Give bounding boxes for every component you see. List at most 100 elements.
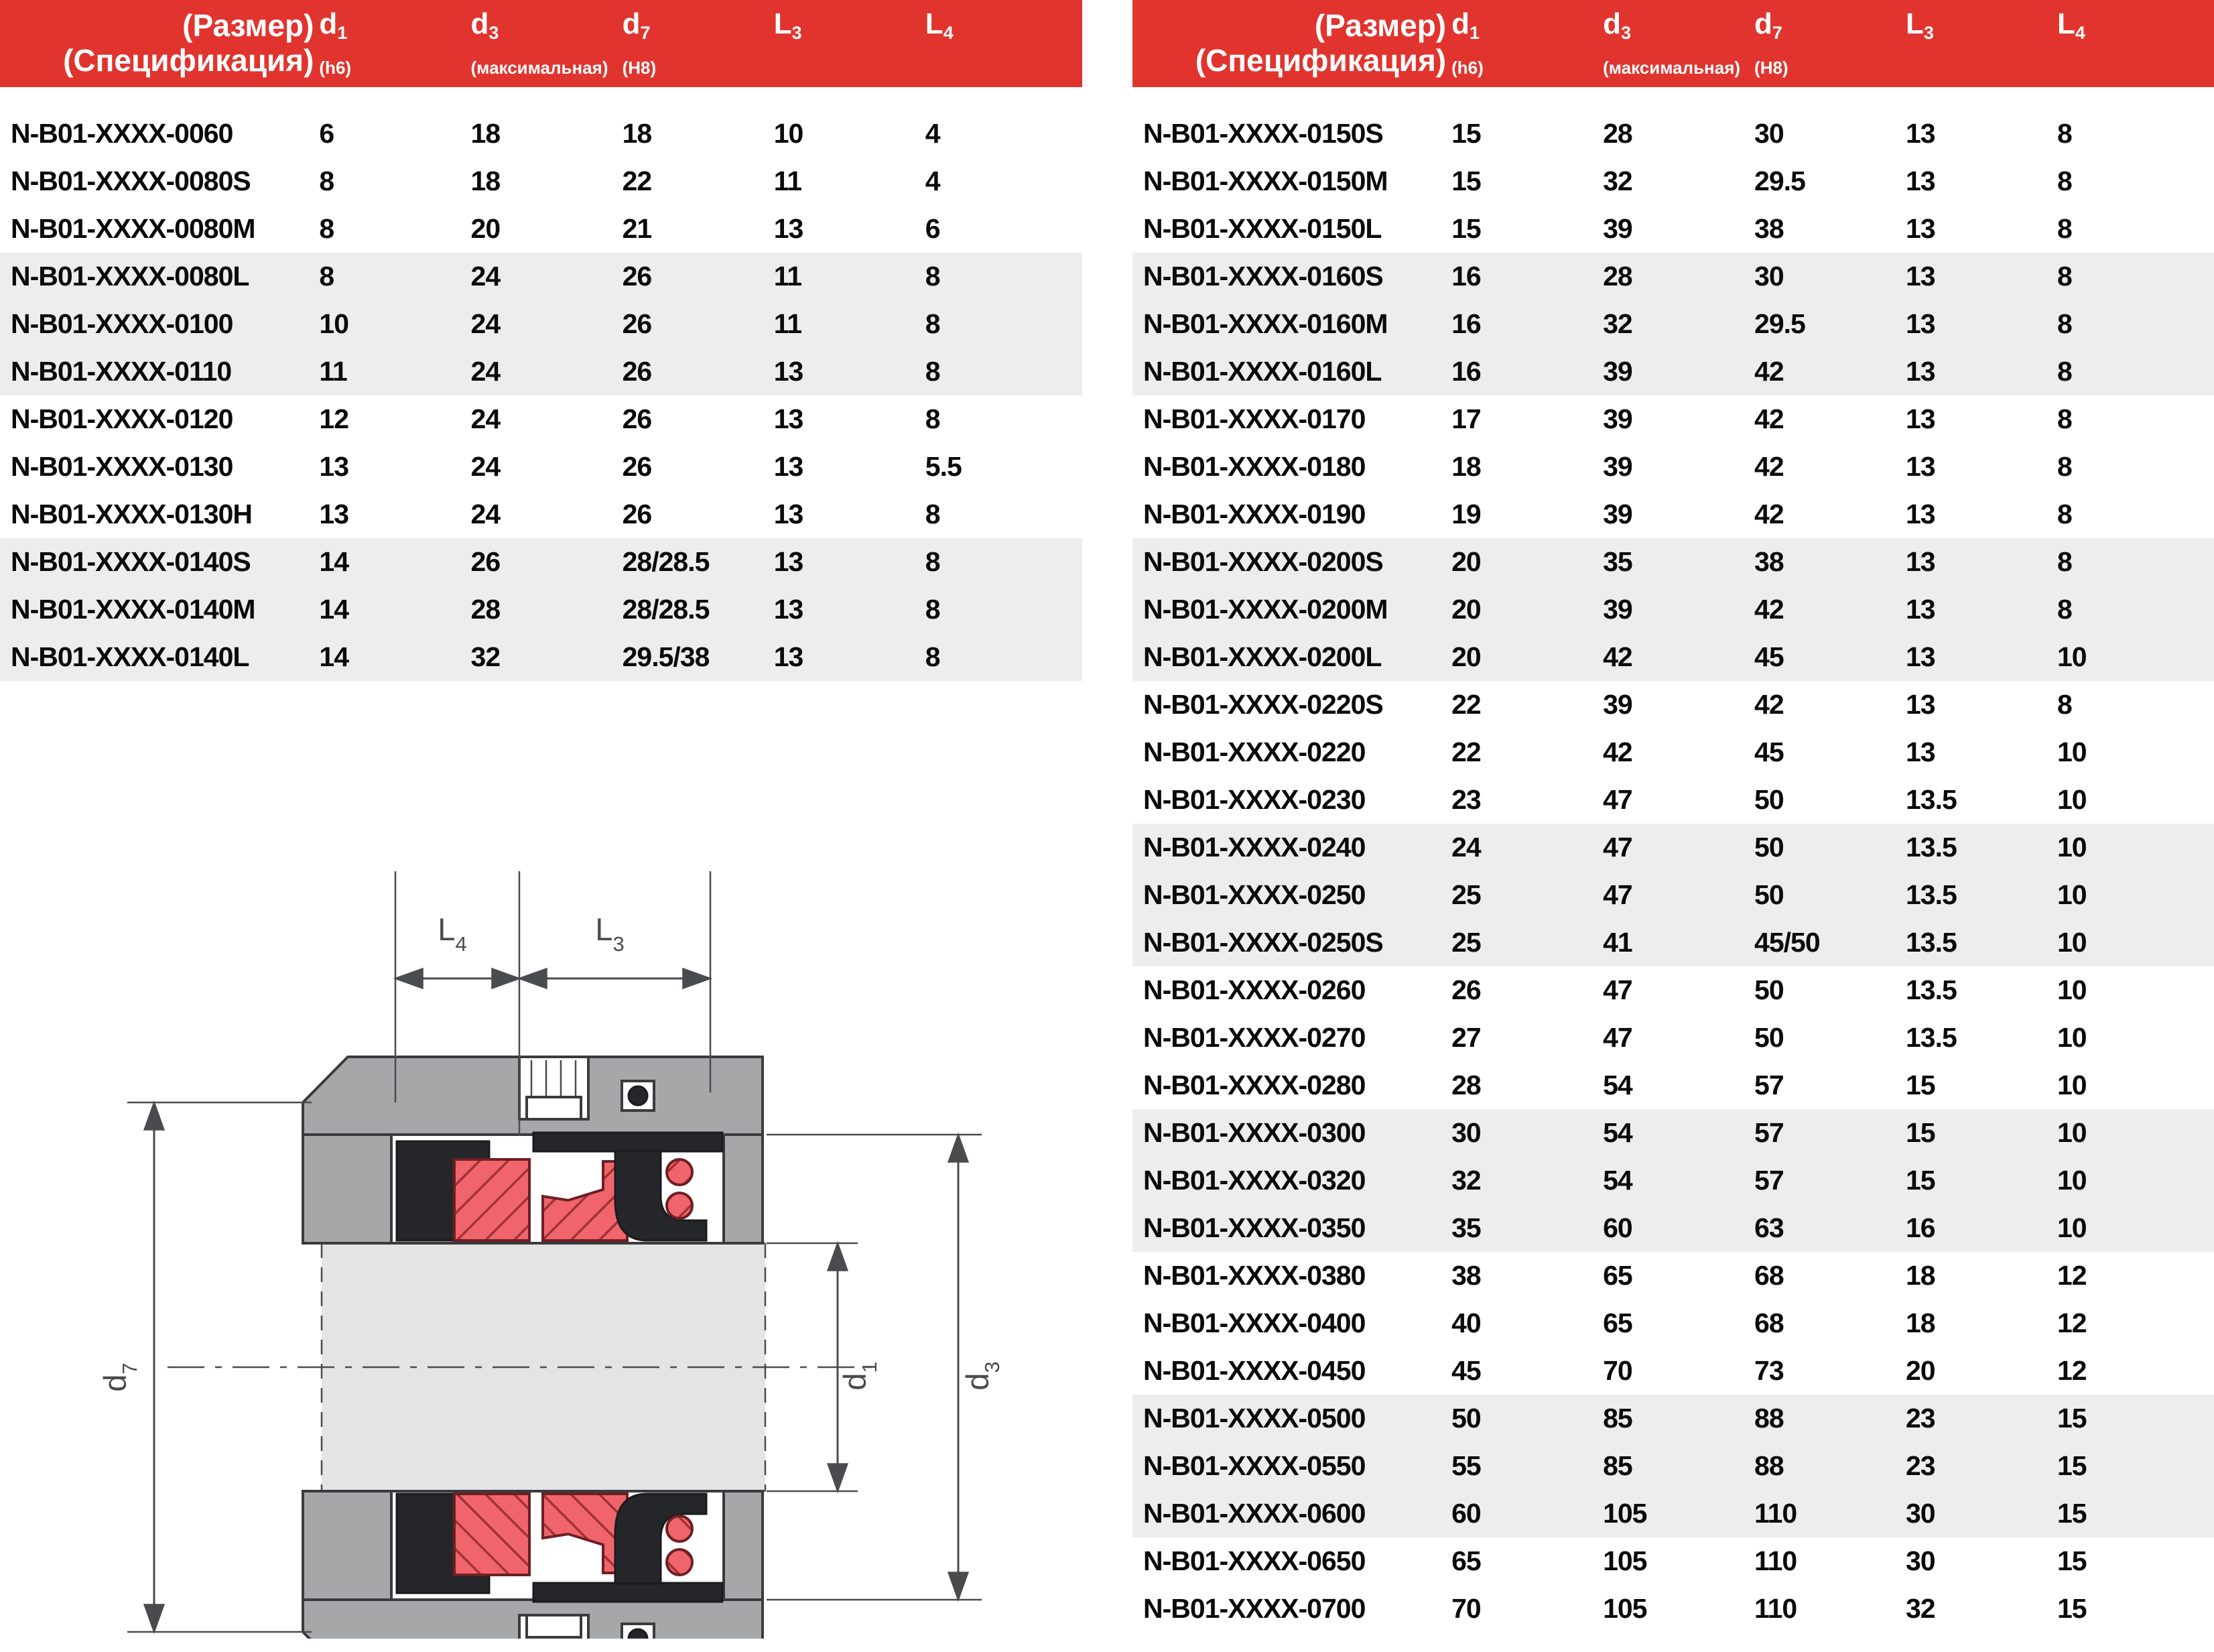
table-row: N-B01-XXXX-0250S 25 41 45/50 13.5 10 bbox=[1132, 919, 2214, 966]
cell-part-number: N-B01-XXXX-0080S bbox=[11, 166, 251, 196]
cell-d1: 13 bbox=[319, 499, 349, 529]
cell-d1: 22 bbox=[1451, 689, 1482, 720]
spec-table-right: (Размер) (Спецификация) d1 (h6) d3 (макс… bbox=[1132, 0, 2214, 1633]
cell-part-number: N-B01-XXXX-0200S bbox=[1143, 546, 1384, 577]
seal-assembly-upper bbox=[302, 1056, 764, 1245]
cell-L4: 8 bbox=[925, 546, 941, 577]
cell-d7: 38 bbox=[1754, 213, 1784, 244]
cell-d1: 38 bbox=[1451, 1260, 1482, 1291]
header-col-d1: d1 (h6) bbox=[319, 7, 352, 78]
cell-d3: 39 bbox=[1603, 689, 1633, 720]
cell-d1: 8 bbox=[319, 261, 334, 292]
cell-d1: 10 bbox=[319, 308, 349, 339]
table-row: N-B01-XXXX-0380 38 65 68 18 12 bbox=[1132, 1252, 2214, 1299]
cell-part-number: N-B01-XXXX-0600 bbox=[1143, 1498, 1366, 1529]
cell-L4: 8 bbox=[2057, 356, 2073, 387]
cell-d7: 28/28.5 bbox=[622, 546, 710, 577]
table-row: N-B01-XXXX-0300 30 54 57 15 10 bbox=[1132, 1109, 2214, 1157]
cell-L4: 12 bbox=[2057, 1355, 2087, 1386]
cell-d7: 45 bbox=[1754, 737, 1784, 767]
cell-part-number: N-B01-XXXX-0270 bbox=[1143, 1022, 1366, 1053]
cell-d1: 15 bbox=[1451, 118, 1482, 149]
cell-part-number: N-B01-XXXX-0260 bbox=[1143, 974, 1366, 1005]
cell-L4: 8 bbox=[2057, 308, 2073, 339]
cell-L4: 8 bbox=[2057, 261, 2073, 292]
cell-L4: 10 bbox=[2057, 1165, 2087, 1196]
cell-L4: 15 bbox=[2057, 1498, 2087, 1529]
cell-part-number: N-B01-XXXX-0300 bbox=[1143, 1117, 1366, 1148]
cell-d3: 54 bbox=[1603, 1070, 1633, 1100]
table-row: N-B01-XXXX-0200S 20 35 38 13 8 bbox=[1132, 538, 2214, 586]
header-col-L4: L4 bbox=[2057, 7, 2085, 43]
cell-d7: 45 bbox=[1754, 641, 1784, 672]
cell-d3: 39 bbox=[1603, 451, 1633, 482]
header-spec-line: (Спецификация) bbox=[63, 43, 314, 78]
cell-L4: 8 bbox=[2057, 594, 2073, 625]
table-row: N-B01-XXXX-0350 35 60 63 16 10 bbox=[1132, 1204, 2214, 1252]
cell-d1: 16 bbox=[1451, 261, 1482, 292]
cell-d3: 47 bbox=[1603, 974, 1633, 1005]
cell-d1: 15 bbox=[1451, 166, 1482, 196]
cell-d7: 42 bbox=[1754, 356, 1784, 387]
table-row: N-B01-XXXX-0140S 14 26 28/28.5 13 8 bbox=[0, 538, 1082, 586]
cell-L4: 10 bbox=[2057, 641, 2087, 672]
cell-d1: 12 bbox=[319, 403, 349, 434]
cell-d7: 50 bbox=[1754, 1022, 1784, 1053]
dimension-d7: d7 bbox=[97, 1100, 312, 1635]
cell-d7: 26 bbox=[622, 261, 653, 292]
cell-d7: 42 bbox=[1754, 403, 1784, 434]
cell-d3: 24 bbox=[470, 356, 501, 387]
table-row: N-B01-XXXX-0400 40 65 68 18 12 bbox=[1132, 1299, 2214, 1347]
table-row: N-B01-XXXX-0150L 15 39 38 13 8 bbox=[1132, 205, 2214, 253]
table-row: N-B01-XXXX-0130H 13 24 26 13 8 bbox=[0, 491, 1082, 538]
cell-L4: 10 bbox=[2057, 737, 2087, 767]
table-row: N-B01-XXXX-0280 28 54 57 15 10 bbox=[1132, 1062, 2214, 1109]
cell-d3: 47 bbox=[1603, 879, 1633, 910]
table-body-right: N-B01-XXXX-0150S 15 28 30 13 8 N-B01-XXX… bbox=[1132, 87, 2214, 1633]
cell-L3: 13.5 bbox=[1905, 879, 1957, 910]
dim-label-L4: L4 bbox=[438, 911, 466, 956]
cell-L3: 13 bbox=[1905, 261, 1936, 292]
cell-L3: 13 bbox=[1905, 451, 1936, 482]
cell-part-number: N-B01-XXXX-0550 bbox=[1143, 1450, 1366, 1481]
cell-L4: 10 bbox=[2057, 1117, 2087, 1148]
cell-L4: 8 bbox=[2057, 499, 2073, 529]
table-row: N-B01-XXXX-0200M 20 39 42 13 8 bbox=[1132, 586, 2214, 633]
cell-L3: 20 bbox=[1905, 1355, 1936, 1386]
cell-d7: 45/50 bbox=[1754, 927, 1821, 958]
cell-L3: 13 bbox=[773, 451, 804, 482]
cell-d7: 68 bbox=[1754, 1308, 1784, 1338]
cell-d1: 6 bbox=[319, 118, 334, 149]
cell-L3: 18 bbox=[1905, 1260, 1936, 1291]
cell-L3: 23 bbox=[1905, 1403, 1936, 1434]
cell-L3: 13 bbox=[1905, 213, 1936, 244]
table-row: N-B01-XXXX-0080L 8 24 26 11 8 bbox=[0, 253, 1082, 300]
cell-part-number: N-B01-XXXX-0150L bbox=[1143, 213, 1382, 244]
cell-d3: 32 bbox=[1603, 308, 1633, 339]
cell-d1: 23 bbox=[1451, 784, 1482, 815]
cell-part-number: N-B01-XXXX-0130 bbox=[11, 451, 233, 482]
cell-L4: 10 bbox=[2057, 784, 2087, 815]
cell-d3: 26 bbox=[470, 546, 501, 577]
dimension-d3: d3 bbox=[767, 1132, 1004, 1602]
cell-part-number: N-B01-XXXX-0250S bbox=[1143, 927, 1384, 958]
cell-L3: 15 bbox=[1905, 1165, 1936, 1196]
cell-part-number: N-B01-XXXX-0190 bbox=[1143, 499, 1366, 529]
table-row: N-B01-XXXX-0240 24 47 50 13.5 10 bbox=[1132, 824, 2214, 871]
table-row: N-B01-XXXX-0160S 16 28 30 13 8 bbox=[1132, 253, 2214, 300]
cell-d3: 85 bbox=[1603, 1403, 1633, 1434]
cell-L3: 13 bbox=[773, 499, 804, 529]
header-col-d7: d7 (H8) bbox=[1754, 7, 1788, 78]
header-size-line: (Размер) bbox=[1314, 8, 1447, 43]
cell-d3: 65 bbox=[1603, 1260, 1633, 1291]
cell-d7: 29.5/38 bbox=[622, 641, 710, 672]
cell-L4: 8 bbox=[2057, 689, 2073, 720]
table-row: N-B01-XXXX-0230 23 47 50 13.5 10 bbox=[1132, 776, 2214, 824]
table-row: N-B01-XXXX-0160L 16 39 42 13 8 bbox=[1132, 348, 2214, 395]
spring-coil bbox=[665, 1158, 694, 1186]
cell-L4: 8 bbox=[2057, 546, 2073, 577]
table-row: N-B01-XXXX-0160M 16 32 29.5 13 8 bbox=[1132, 300, 2214, 348]
cell-part-number: N-B01-XXXX-0220S bbox=[1143, 689, 1384, 720]
cell-d3: 39 bbox=[1603, 499, 1633, 529]
cell-L3: 13 bbox=[1905, 403, 1936, 434]
